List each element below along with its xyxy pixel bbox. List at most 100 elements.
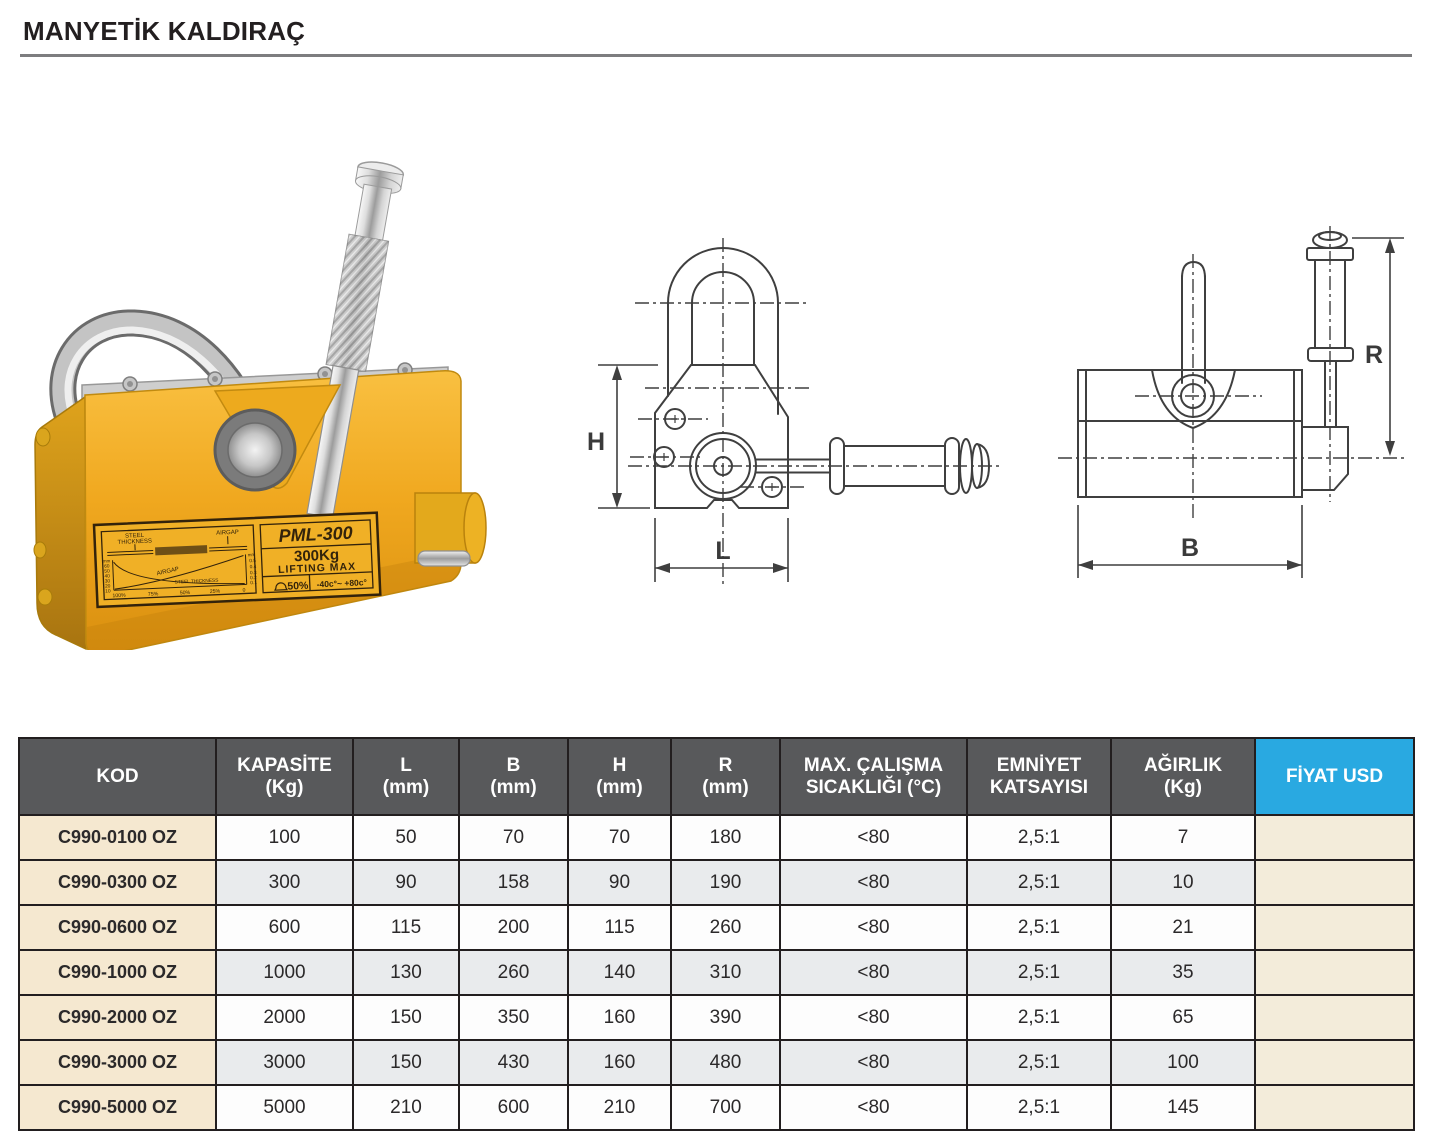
svg-text:0.2: 0.2	[250, 575, 257, 581]
svg-text:30: 30	[105, 578, 111, 584]
svg-text:75%: 75%	[148, 591, 159, 597]
col-header-safety: EMNİYET KATSAYISI	[966, 737, 1112, 816]
pivot-stub	[414, 492, 487, 567]
dimension-l	[654, 518, 789, 582]
cell-kod: C990-0300 OZ	[18, 859, 217, 906]
handle	[306, 161, 405, 519]
cell-kod: C990-2000 OZ	[18, 994, 217, 1041]
cell-r: 310	[670, 949, 781, 996]
cell-b: 70	[458, 814, 569, 861]
cell-h: 160	[567, 1039, 672, 1086]
cell-safety: 2,5:1	[966, 904, 1112, 951]
svg-text:0.1: 0.1	[250, 580, 257, 586]
svg-text:0.4: 0.4	[250, 564, 257, 570]
label-temp-range: -40c°~ +80c°	[316, 577, 367, 589]
cell-weight: 7	[1110, 814, 1256, 861]
cell-price	[1254, 814, 1415, 861]
cell-safety: 2,5:1	[966, 1084, 1112, 1131]
cell-temp: <80	[779, 949, 968, 996]
cell-safety: 2,5:1	[966, 859, 1112, 906]
table-row: C990-0600 OZ 600 115 200 115 260 <80 2,5…	[18, 904, 1415, 951]
front-view-drawing: H L	[560, 210, 1010, 630]
cell-h: 210	[567, 1084, 672, 1131]
cell-b: 350	[458, 994, 569, 1041]
cell-safety: 2,5:1	[966, 994, 1112, 1041]
product-label: PML-300 300Kg LIFTING MAX 50% -40c°~ +80…	[92, 511, 382, 609]
cell-price	[1254, 904, 1415, 951]
cell-r: 180	[670, 814, 781, 861]
side-view-drawing: R B	[1030, 200, 1431, 620]
svg-text:40: 40	[104, 573, 110, 579]
cell-price	[1254, 994, 1415, 1041]
cell-temp: <80	[779, 1039, 968, 1086]
cell-l: 150	[352, 1039, 460, 1086]
page-title: MANYETİK KALDIRAÇ	[23, 16, 306, 46]
svg-text:20: 20	[105, 583, 111, 589]
cell-kod: C990-3000 OZ	[18, 1039, 217, 1086]
col-header-price: FİYAT USD	[1254, 737, 1415, 816]
table-row: C990-2000 OZ 2000 150 350 160 390 <80 2,…	[18, 994, 1415, 1041]
svg-text:STEEL: STEEL	[125, 533, 145, 540]
cell-b: 600	[458, 1084, 569, 1131]
cell-kapasite: 1000	[215, 949, 354, 996]
cell-weight: 10	[1110, 859, 1256, 906]
cell-temp: <80	[779, 904, 968, 951]
svg-text:STEEL THICKNESS: STEEL THICKNESS	[175, 578, 219, 586]
col-header-h: H (mm)	[567, 737, 672, 816]
svg-text:50: 50	[104, 568, 110, 574]
cell-r: 480	[670, 1039, 781, 1086]
svg-text:100%: 100%	[112, 593, 126, 600]
cell-temp: <80	[779, 994, 968, 1041]
svg-text:AIRGAP: AIRGAP	[156, 566, 179, 577]
cell-l: 210	[352, 1084, 460, 1131]
label-duty: 50%	[287, 580, 309, 593]
cell-weight: 145	[1110, 1084, 1256, 1131]
col-header-l: L (mm)	[352, 737, 460, 816]
cell-kod: C990-1000 OZ	[18, 949, 217, 996]
svg-text:mm: mm	[248, 552, 256, 557]
cell-l: 50	[352, 814, 460, 861]
label-lifting: LIFTING MAX	[278, 561, 357, 576]
header-row: KOD KAPASİTE (Kg) L (mm) B (mm) H (mm) R (mm)…	[18, 737, 1415, 816]
cell-temp: <80	[779, 859, 968, 906]
svg-text:50%: 50%	[180, 590, 191, 596]
title-divider	[20, 54, 1412, 57]
col-header-kod: KOD	[18, 737, 217, 816]
cell-kapasite: 2000	[215, 994, 354, 1041]
cell-h: 90	[567, 859, 672, 906]
svg-text:60: 60	[104, 563, 110, 569]
cell-b: 260	[458, 949, 569, 996]
cell-weight: 65	[1110, 994, 1256, 1041]
cell-safety: 2,5:1	[966, 949, 1112, 996]
col-header-b: B (mm)	[458, 737, 569, 816]
cell-temp: <80	[779, 814, 968, 861]
label-capacity: 300Kg	[294, 546, 340, 565]
svg-text:25%: 25%	[210, 589, 221, 595]
svg-text:0.5: 0.5	[249, 558, 256, 564]
dim-label-b: B	[1181, 534, 1199, 562]
cell-safety: 2,5:1	[966, 814, 1112, 861]
dimension-h	[598, 364, 658, 509]
svg-text:mm: mm	[103, 558, 111, 563]
cell-r: 260	[670, 904, 781, 951]
cell-price	[1254, 1039, 1415, 1086]
cell-price	[1254, 949, 1415, 996]
spec-table-body: C990-0100 OZ 100 50 70 70 180 <80 2,5:1 …	[18, 814, 1415, 1131]
col-header-temp: MAX. ÇALIŞMA SICAKLIĞI (°C)	[779, 737, 968, 816]
cell-weight: 100	[1110, 1039, 1256, 1086]
svg-text:10: 10	[105, 588, 111, 594]
cell-kod: C990-5000 OZ	[18, 1084, 217, 1131]
table-row: C990-1000 OZ 1000 130 260 140 310 <80 2,…	[18, 949, 1415, 996]
cell-b: 200	[458, 904, 569, 951]
cell-kapasite: 300	[215, 859, 354, 906]
handle-eye	[213, 384, 342, 492]
col-header-r: R (mm)	[670, 737, 781, 816]
svg-text:0: 0	[242, 587, 245, 593]
svg-text:0.3: 0.3	[250, 570, 257, 576]
cell-kapasite: 600	[215, 904, 354, 951]
spec-table: KOD KAPASİTE (Kg) L (mm) B (mm) H (mm) R (mm)…	[18, 737, 1415, 1131]
table-row: C990-0100 OZ 100 50 70 70 180 <80 2,5:1 …	[18, 814, 1415, 861]
cell-kod: C990-0600 OZ	[18, 904, 217, 951]
cell-kapasite: 100	[215, 814, 354, 861]
